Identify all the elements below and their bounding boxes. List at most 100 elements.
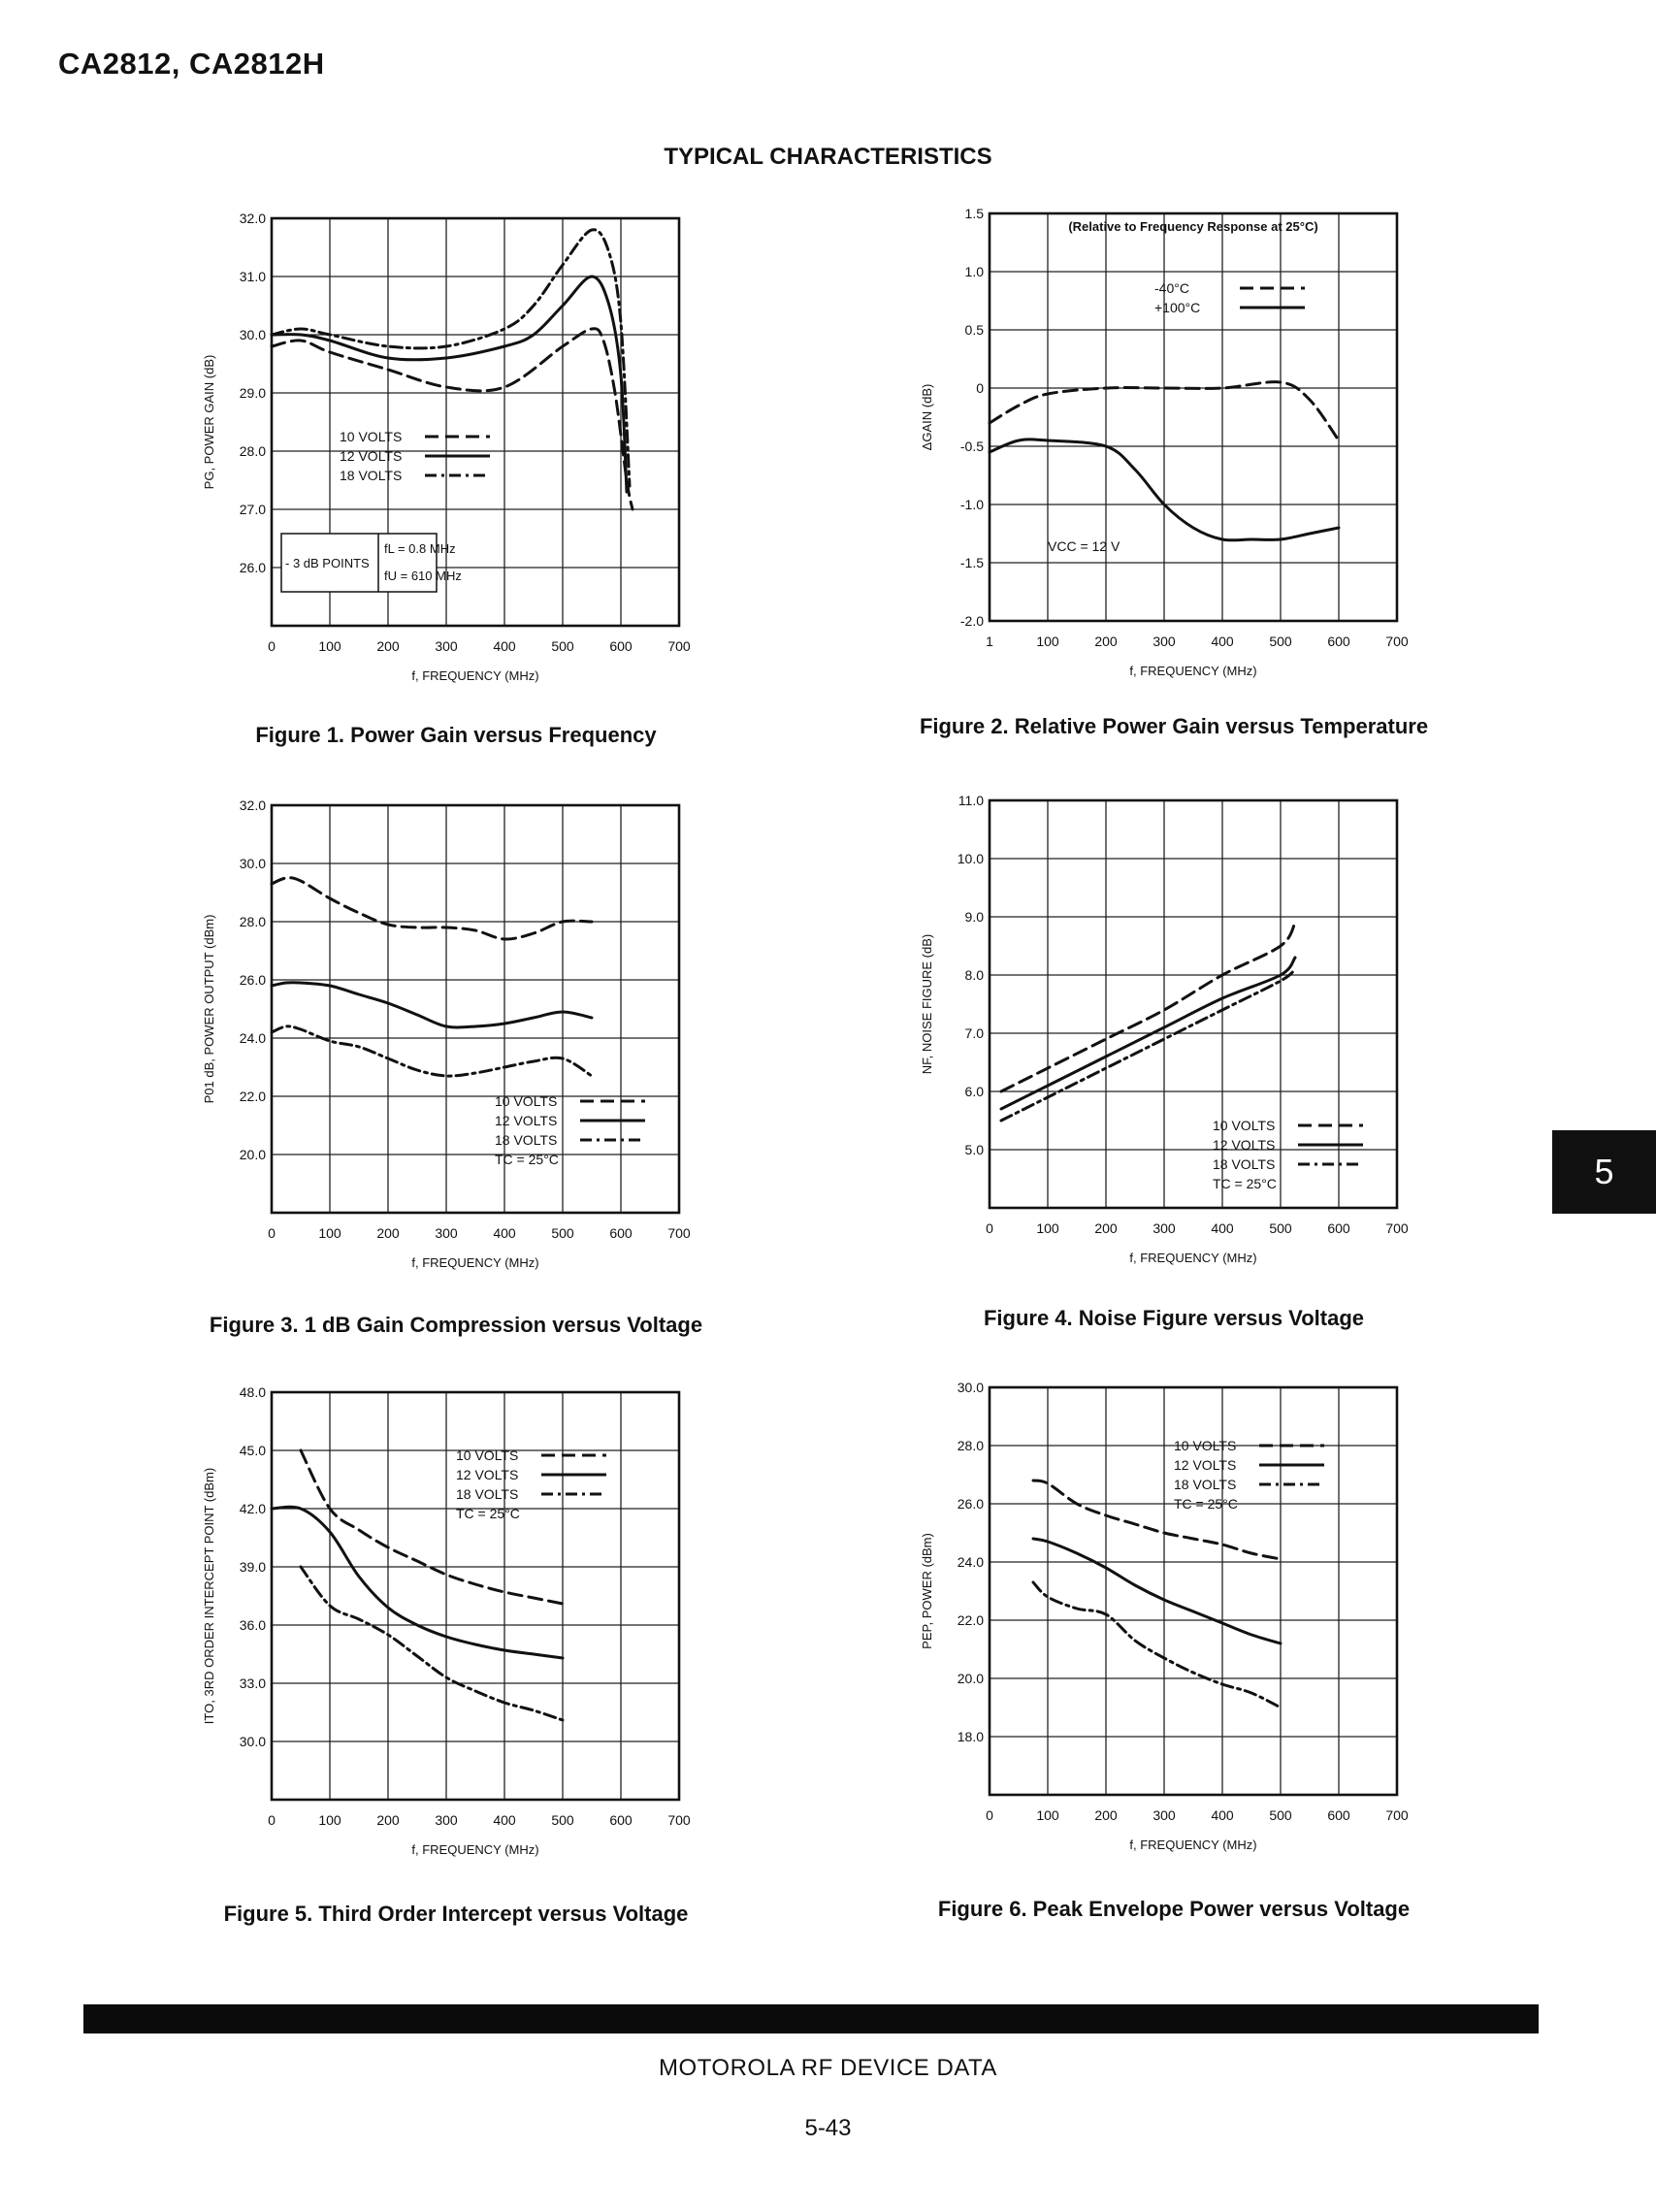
x-tick-label: 600	[609, 638, 633, 654]
x-tick-label: 700	[1385, 1807, 1409, 1823]
x-tick-label: 200	[376, 1225, 400, 1241]
x-axis-label: f, FREQUENCY (MHz)	[411, 1255, 538, 1270]
x-tick-label: 400	[493, 1225, 516, 1241]
chart-figure-5: 0 100 200 300 400 500 600 700 30.0 33.0 36.0 39.0 42…	[202, 1384, 691, 1857]
caption-figure-3: Figure 3. 1 dB Gain Compression versus V…	[209, 1313, 703, 1337]
footer-bar	[83, 2004, 1539, 2033]
y-tick-label: 39.0	[240, 1559, 266, 1575]
x-tick-label: 300	[1153, 634, 1176, 649]
y-axis-label: P01 dB, POWER OUTPUT (dBm)	[202, 915, 216, 1104]
y-tick-label: 30.0	[240, 327, 266, 342]
legend-label: 18 VOLTS	[1213, 1156, 1275, 1172]
plot-frame	[270, 216, 681, 628]
x-tick-label: 500	[551, 638, 574, 654]
y-axis-label: NF, NOISE FIGURE (dB)	[920, 934, 934, 1074]
y-tick-label: 48.0	[240, 1384, 266, 1400]
y-tick-label: 45.0	[240, 1443, 266, 1458]
legend-label: 12 VOLTS	[456, 1467, 518, 1482]
x-tick-label: 200	[1094, 1807, 1118, 1823]
x-tick-label: 500	[1269, 1220, 1292, 1236]
series-line-10-volts	[270, 876, 594, 941]
x-tick-label: 400	[493, 638, 516, 654]
series-line-12-volts	[270, 981, 594, 1029]
series-line-18-volts	[299, 1565, 565, 1722]
y-tick-label: 11.0	[958, 793, 984, 808]
y-tick-label: 26.0	[958, 1496, 984, 1512]
legend-label: 10 VOLTS	[495, 1093, 557, 1109]
caption-figure-4: Figure 4. Noise Figure versus Voltage	[983, 1306, 1365, 1330]
legend-label: 12 VOLTS	[1174, 1457, 1236, 1473]
x-tick-label: 400	[493, 1812, 516, 1828]
y-tick-label: 6.0	[965, 1084, 985, 1099]
x-tick-label: 600	[1327, 1807, 1350, 1823]
x-tick-label: 300	[1153, 1220, 1176, 1236]
chart-figure-3: 0 100 200 300 400 500 600 700 20.0 22.0 24.0 26.0 28…	[202, 797, 691, 1270]
y-tick-label: 24.0	[958, 1554, 984, 1570]
x-tick-label: 700	[667, 1812, 691, 1828]
page-number: 5-43	[804, 2115, 852, 2141]
x-tick-label: 500	[1269, 1807, 1292, 1823]
y-tick-label: 36.0	[240, 1617, 266, 1633]
x-tick-label: 300	[1153, 1807, 1176, 1823]
x-tick-label: 400	[1211, 1807, 1234, 1823]
y-axis-label: ITO, 3RD ORDER INTERCEPT POINT (dBm)	[202, 1468, 216, 1724]
x-tick-label: 500	[1269, 634, 1292, 649]
y-tick-label: 20.0	[958, 1671, 984, 1686]
x-tick-label: 300	[435, 1812, 458, 1828]
x-tick-label: 0	[268, 1225, 276, 1241]
legend-label: 18 VOLTS	[1174, 1477, 1236, 1492]
chart-figure-1: 0 100 200 300 400 500 600 700 26.0 27.0 28.0 29.0 30…	[202, 211, 691, 683]
series-line-18-volts	[999, 967, 1297, 1122]
x-tick-label: 100	[318, 1812, 341, 1828]
series-line--40-c	[988, 380, 1341, 442]
legend-label: 12 VOLTS	[340, 448, 402, 464]
y-tick-label: 26.0	[240, 560, 266, 575]
section-title: TYPICAL CHARACTERISTICS	[664, 144, 992, 170]
y-tick-label: 31.0	[240, 269, 266, 284]
series-line-18-volts	[270, 228, 632, 488]
legend-label: TC = 25°C	[456, 1506, 520, 1521]
x-tick-label: 300	[435, 638, 458, 654]
annotation-3db-points: - 3 dB POINTS	[285, 556, 370, 570]
series-line-12-volts	[270, 1505, 565, 1660]
document-title: CA2812, CA2812H	[58, 47, 325, 81]
y-tick-label: 42.0	[240, 1501, 266, 1516]
y-axis-label: PG, POWER GAIN (dB)	[202, 355, 216, 490]
plot-frame	[270, 803, 681, 1215]
x-tick-label: 0	[986, 1807, 993, 1823]
x-tick-label: 700	[1385, 634, 1409, 649]
x-tick-label: 1	[986, 634, 993, 649]
x-tick-label: 600	[609, 1812, 633, 1828]
y-tick-label: -1.5	[960, 555, 984, 570]
x-axis-label: f, FREQUENCY (MHz)	[411, 1842, 538, 1857]
y-tick-label: 1.0	[965, 264, 985, 279]
x-tick-label: 100	[318, 638, 341, 654]
annotation-vcc: VCC = 12 V	[1048, 538, 1120, 554]
x-axis-label: f, FREQUENCY (MHz)	[1129, 1251, 1256, 1265]
y-tick-label: 24.0	[240, 1030, 266, 1046]
x-tick-label: 200	[1094, 634, 1118, 649]
legend-label: 18 VOLTS	[340, 468, 402, 483]
caption-figure-5: Figure 5. Third Order Intercept versus V…	[223, 1902, 689, 1926]
y-tick-label: 33.0	[240, 1675, 266, 1691]
plot-frame	[988, 798, 1399, 1210]
y-tick-label: 9.0	[965, 909, 985, 925]
chart-figure-6: 0 100 200 300 400 500 600 700 18.0 20.0 22.0 24.0 26…	[920, 1380, 1409, 1852]
y-tick-label: 29.0	[240, 385, 266, 401]
y-tick-label: 1.5	[965, 206, 985, 221]
caption-figure-1: Figure 1. Power Gain versus Frequency	[255, 723, 657, 747]
y-tick-label: 0.5	[965, 322, 985, 338]
x-tick-label: 0	[986, 1220, 993, 1236]
series-line-10-volts	[1031, 1479, 1283, 1561]
x-tick-label: 200	[1094, 1220, 1118, 1236]
x-tick-label: 100	[1036, 1807, 1059, 1823]
y-axis-label: PEP, POWER (dBm)	[920, 1533, 934, 1649]
legend-label: 12 VOLTS	[1213, 1137, 1275, 1153]
caption-figure-2: Figure 2. Relative Power Gain versus Tem…	[919, 714, 1429, 738]
plot-frame	[270, 1390, 681, 1802]
series-line-18-volts	[270, 1025, 594, 1078]
x-tick-label: 700	[667, 638, 691, 654]
y-tick-label: 32.0	[240, 797, 266, 813]
series-line-12-volts	[999, 956, 1297, 1111]
y-tick-label: 7.0	[965, 1025, 985, 1041]
